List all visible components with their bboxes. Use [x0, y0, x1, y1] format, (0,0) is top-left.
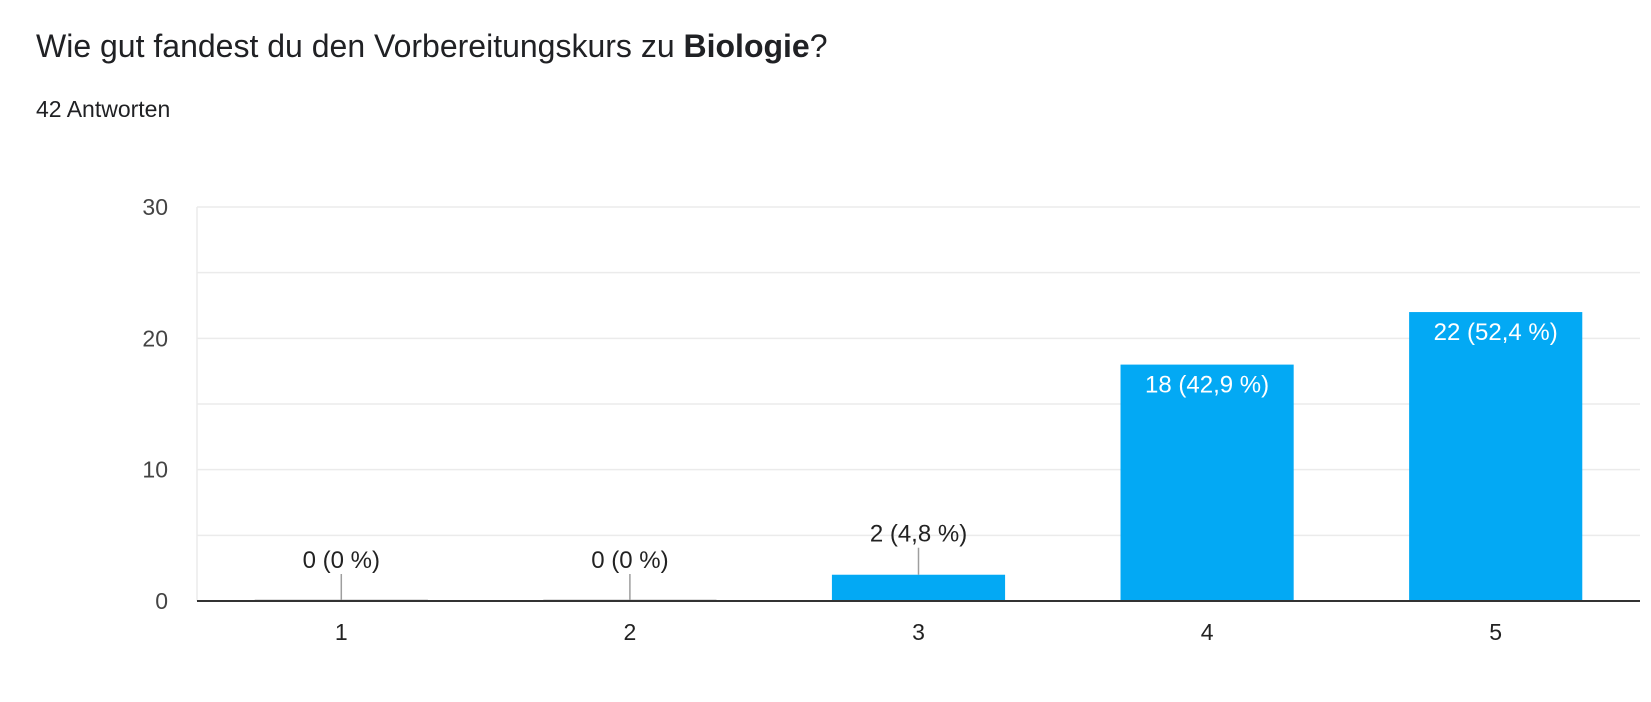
data-label: 18 (42,9 %): [1145, 372, 1269, 399]
x-tick-label: 3: [912, 619, 925, 645]
bar: [1120, 364, 1294, 601]
title-bold: Biologie: [683, 28, 810, 64]
y-tick-label: 20: [142, 325, 168, 351]
title-prefix: Wie gut fandest du den Vorbereitungskurs…: [36, 28, 684, 64]
data-label: 22 (52,4 %): [1434, 319, 1558, 346]
title-suffix: ?: [809, 28, 828, 64]
bar: [1409, 312, 1583, 601]
y-tick-label: 30: [142, 194, 168, 220]
y-tick-label: 0: [155, 588, 168, 614]
data-label: 0 (0 %): [303, 547, 380, 574]
x-tick-label: 5: [1489, 619, 1502, 645]
data-label: 0 (0 %): [591, 547, 668, 574]
x-tick-label: 2: [624, 619, 637, 645]
response-count: 42 Antworten: [36, 96, 171, 122]
x-tick-label: 1: [335, 619, 348, 645]
bar: [831, 574, 1006, 601]
y-tick-label: 10: [142, 457, 168, 483]
chart-title: Wie gut fandest du den Vorbereitungskurs…: [36, 28, 828, 65]
data-label: 2 (4,8 %): [870, 521, 967, 548]
x-tick-label: 4: [1201, 619, 1214, 645]
